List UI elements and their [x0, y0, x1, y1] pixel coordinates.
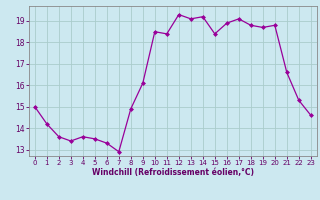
X-axis label: Windchill (Refroidissement éolien,°C): Windchill (Refroidissement éolien,°C) [92, 168, 254, 177]
